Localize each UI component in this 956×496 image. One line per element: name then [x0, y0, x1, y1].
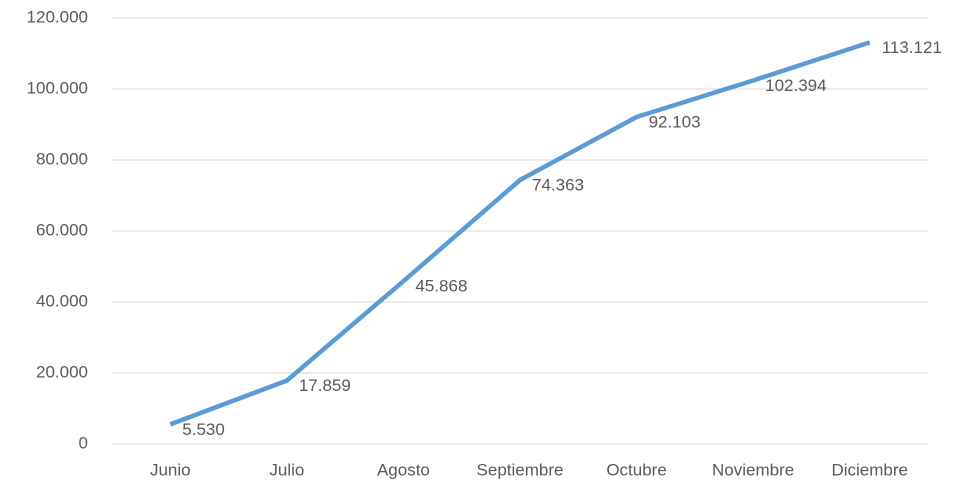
y-tick-label: 20.000	[36, 362, 88, 381]
data-label: 74.363	[532, 175, 584, 194]
x-tick-label: Noviembre	[712, 460, 794, 479]
x-tick-label: Agosto	[377, 460, 430, 479]
y-tick-label: 0	[79, 433, 88, 452]
data-label: 113.121	[882, 38, 942, 57]
y-tick-label: 60.000	[36, 220, 88, 239]
data-line	[169, 40, 871, 427]
data-label: 92.103	[649, 113, 701, 132]
x-tick-label: Septiembre	[477, 460, 564, 479]
x-tick-label: Junio	[150, 460, 191, 479]
x-tick-label: Diciembre	[831, 460, 908, 479]
y-tick-label: 100.000	[27, 78, 88, 97]
x-tick-label: Julio	[269, 460, 304, 479]
data-label: 17.859	[299, 376, 351, 395]
data-label: 102.394	[765, 76, 826, 95]
y-tick-label: 120.000	[27, 7, 88, 26]
x-tick-label: Octubre	[606, 460, 666, 479]
data-label: 45.868	[415, 277, 467, 296]
y-tick-label: 40.000	[36, 291, 88, 310]
data-label: 5.530	[182, 420, 225, 439]
y-tick-label: 80.000	[36, 149, 88, 168]
